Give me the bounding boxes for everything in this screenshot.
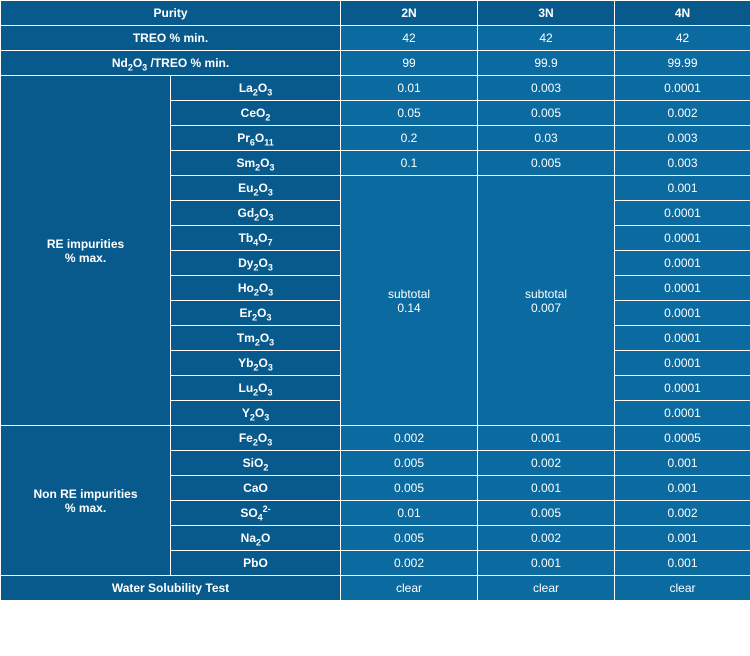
compound-label: Sm2O3 (171, 151, 341, 176)
cell-value: 0.002 (615, 501, 750, 526)
compound-label: SO42- (171, 501, 341, 526)
table-body: Purity 2N 3N 4N TREO % min. 42 42 42 Nd2… (1, 1, 750, 601)
nonre-impurities-label: Non RE impurities% max. (1, 426, 171, 576)
cell-value: 0.005 (341, 451, 478, 476)
table-row: TREO % min. 42 42 42 (1, 26, 750, 51)
col-3n-header: 3N (478, 1, 615, 26)
subtotal-2n: subtotal0.14 (341, 176, 478, 426)
cell-value: 0.001 (615, 526, 750, 551)
cell-value: 0.01 (341, 501, 478, 526)
compound-label: Lu2O3 (171, 376, 341, 401)
table-row: RE impurities% max. La2O3 0.01 0.003 0.0… (1, 76, 750, 101)
cell-value: 0.002 (341, 551, 478, 576)
compound-label: Yb2O3 (171, 351, 341, 376)
cell-value: clear (341, 576, 478, 601)
compound-label: Tb4O7 (171, 226, 341, 251)
cell-value: 0.002 (341, 426, 478, 451)
cell-value: 99 (341, 51, 478, 76)
cell-value: 0.002 (478, 526, 615, 551)
cell-value: clear (478, 576, 615, 601)
purity-header: Purity (1, 1, 341, 26)
compound-label: Dy2O3 (171, 251, 341, 276)
cell-value: 0.005 (341, 526, 478, 551)
cell-value: 0.0001 (615, 351, 750, 376)
cell-value: 0.001 (478, 426, 615, 451)
compound-label: Eu2O3 (171, 176, 341, 201)
cell-value: 0.005 (478, 501, 615, 526)
cell-value: 0.003 (615, 151, 750, 176)
cell-value: 0.002 (478, 451, 615, 476)
compound-label: La2O3 (171, 76, 341, 101)
compound-label: SiO2 (171, 451, 341, 476)
compound-label: CeO2 (171, 101, 341, 126)
cell-value: 0.1 (341, 151, 478, 176)
cell-value: 0.001 (615, 451, 750, 476)
cell-value: 42 (615, 26, 750, 51)
col-4n-header: 4N (615, 1, 750, 26)
col-2n-header: 2N (341, 1, 478, 26)
cell-value: 99.99 (615, 51, 750, 76)
cell-value: 0.0001 (615, 76, 750, 101)
subtotal-3n: subtotal0.007 (478, 176, 615, 426)
cell-value: 0.0005 (615, 426, 750, 451)
cell-value: 0.2 (341, 126, 478, 151)
treo-label: TREO % min. (1, 26, 341, 51)
cell-value: 99.9 (478, 51, 615, 76)
compound-label: Na2O (171, 526, 341, 551)
cell-value: 0.001 (615, 551, 750, 576)
cell-value: 0.0001 (615, 301, 750, 326)
compound-label: Pr6O11 (171, 126, 341, 151)
cell-value: 0.0001 (615, 226, 750, 251)
compound-label: CaO (171, 476, 341, 501)
table-row: Nd2O3 /TREO % min. 99 99.9 99.99 (1, 51, 750, 76)
compound-label: Gd2O3 (171, 201, 341, 226)
purity-spec-table: Purity 2N 3N 4N TREO % min. 42 42 42 Nd2… (0, 0, 750, 601)
table-row: Non RE impurities% max. Fe2O3 0.002 0.00… (1, 426, 750, 451)
cell-value: 0.003 (478, 76, 615, 101)
re-impurities-label: RE impurities% max. (1, 76, 171, 426)
cell-value: 0.005 (478, 151, 615, 176)
cell-value: 0.002 (615, 101, 750, 126)
compound-label: Ho2O3 (171, 276, 341, 301)
compound-label: PbO (171, 551, 341, 576)
cell-value: 0.0001 (615, 326, 750, 351)
compound-label: Y2O3 (171, 401, 341, 426)
cell-value: 0.003 (615, 126, 750, 151)
cell-value: 0.0001 (615, 401, 750, 426)
cell-value: 0.001 (478, 551, 615, 576)
water-solubility-label: Water Solubility Test (1, 576, 341, 601)
cell-value: 0.001 (615, 176, 750, 201)
cell-value: 42 (478, 26, 615, 51)
cell-value: 0.0001 (615, 201, 750, 226)
cell-value: 0.0001 (615, 276, 750, 301)
cell-value: 0.001 (615, 476, 750, 501)
nd2o3-treo-label: Nd2O3 /TREO % min. (1, 51, 341, 76)
compound-label: Er2O3 (171, 301, 341, 326)
compound-label: Fe2O3 (171, 426, 341, 451)
cell-value: 0.0001 (615, 376, 750, 401)
cell-value: 0.03 (478, 126, 615, 151)
cell-value: 0.005 (478, 101, 615, 126)
cell-value: 42 (341, 26, 478, 51)
cell-value: 0.01 (341, 76, 478, 101)
cell-value: clear (615, 576, 750, 601)
cell-value: 0.05 (341, 101, 478, 126)
cell-value: 0.005 (341, 476, 478, 501)
cell-value: 0.0001 (615, 251, 750, 276)
compound-label: Tm2O3 (171, 326, 341, 351)
table-row: Water Solubility Test clear clear clear (1, 576, 750, 601)
cell-value: 0.001 (478, 476, 615, 501)
header-row: Purity 2N 3N 4N (1, 1, 750, 26)
